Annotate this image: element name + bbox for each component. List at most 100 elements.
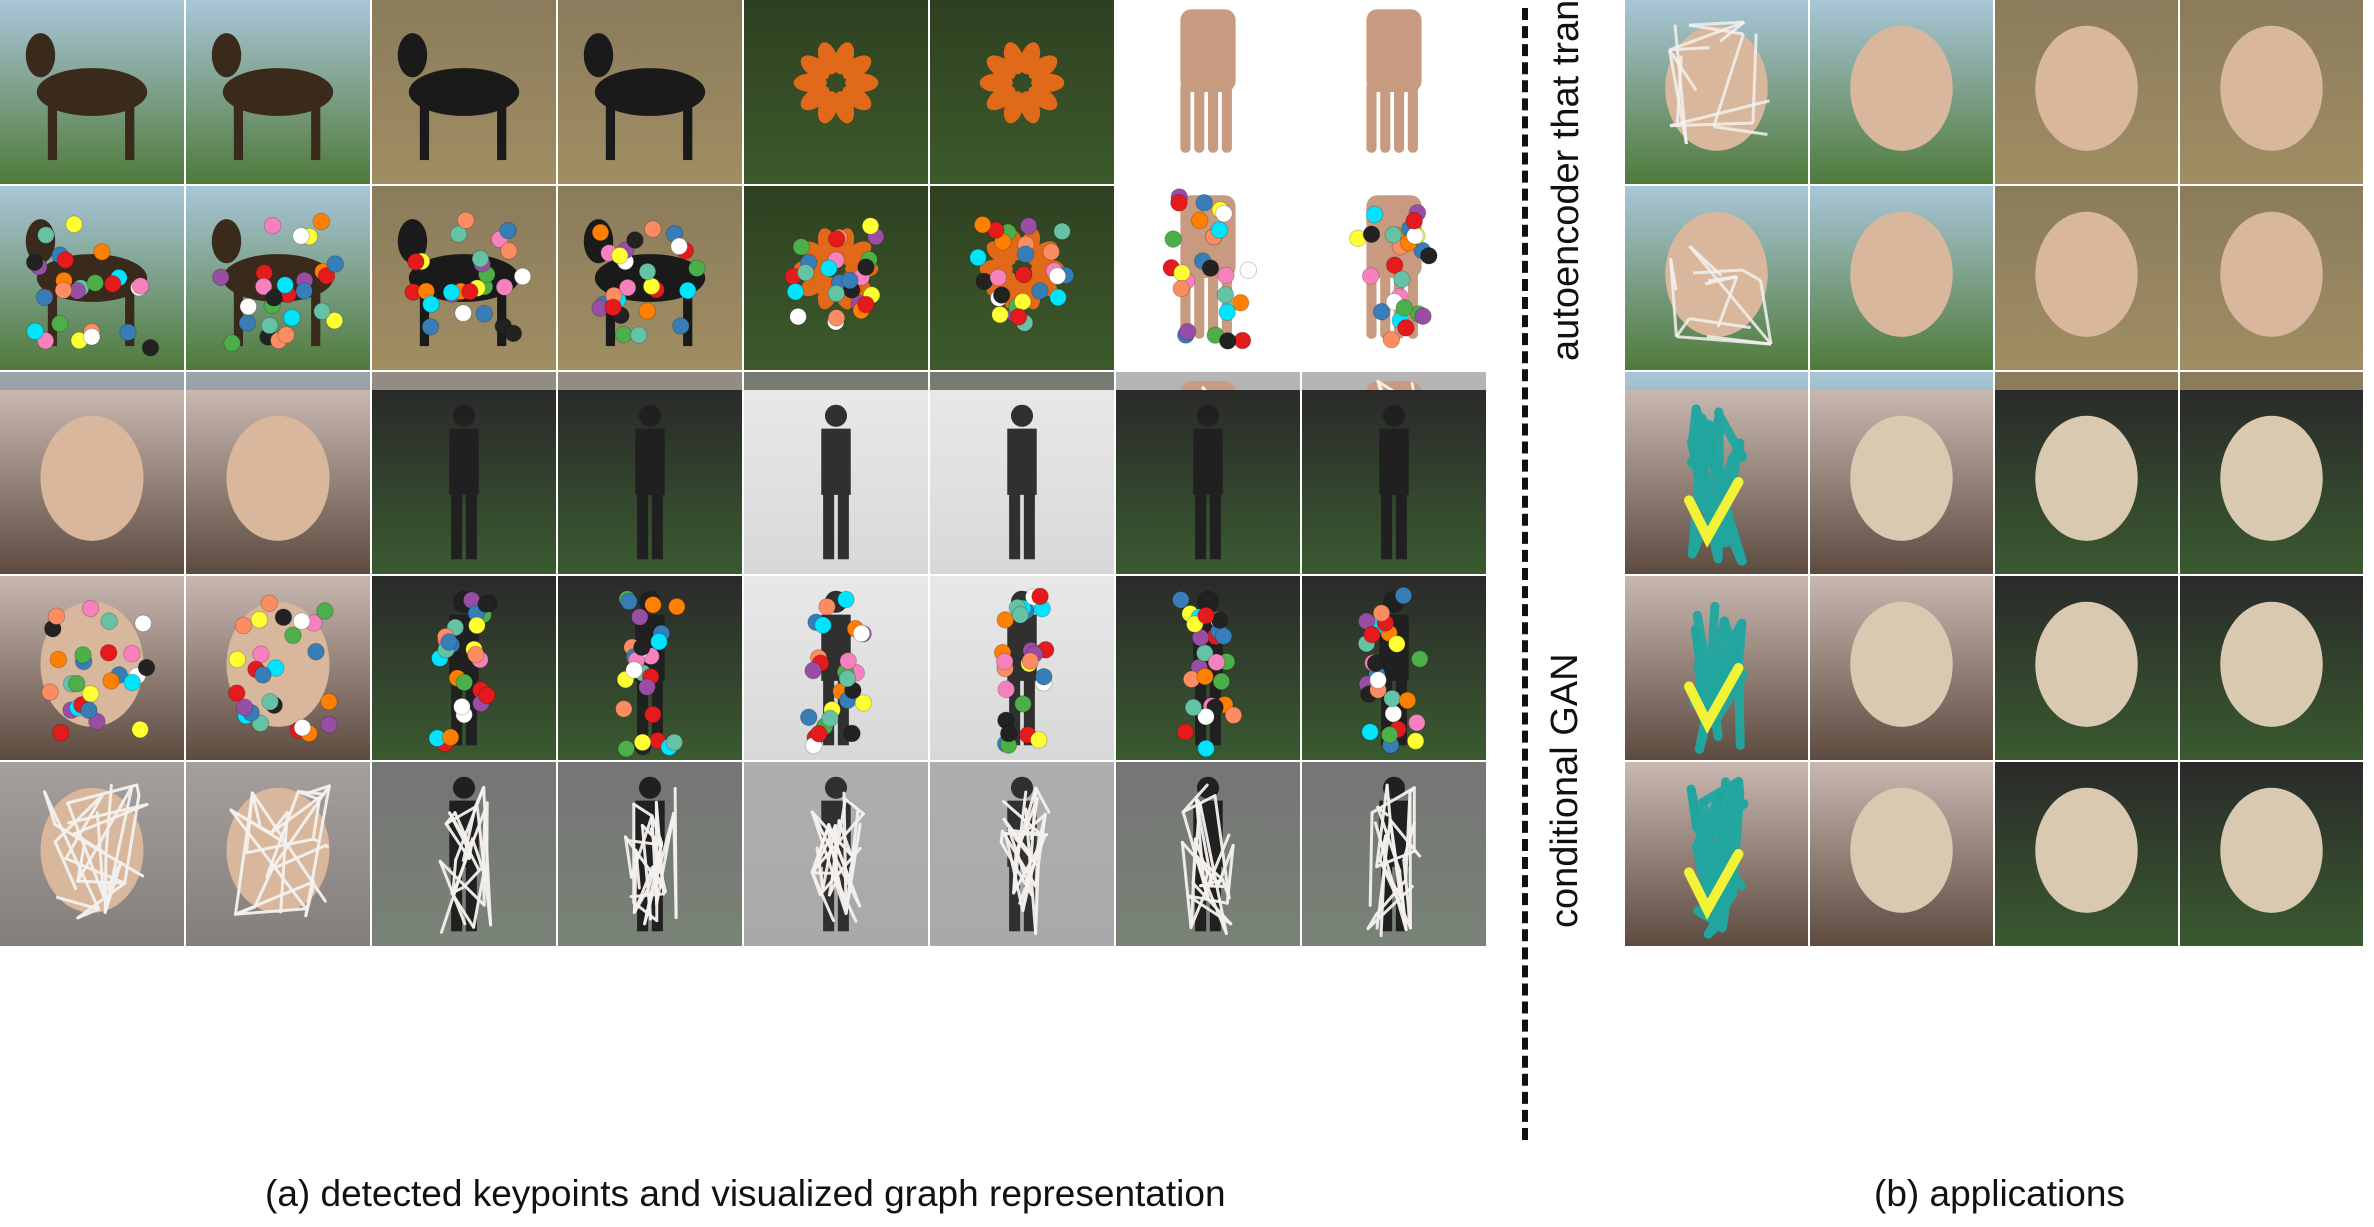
graph-edge [1194,797,1206,888]
keypoint-dot [1231,293,1250,312]
graph-edge [835,878,858,923]
keypoint-dot [41,683,59,701]
image-background [930,0,1114,184]
image-canvas [1116,186,1300,370]
subject-shape [2220,415,2323,541]
image-canvas [744,576,928,760]
keypoint-dot [1176,723,1195,741]
subject-shape [2035,25,2138,151]
keypoint-dot [1420,246,1438,265]
subject-shape [842,85,872,111]
keypoint-dot [1216,286,1235,304]
caption-a: (a) detected keypoints and visualized gr… [265,1173,1226,1214]
animal-image-cell [1810,576,1993,760]
graph-edge [53,840,78,890]
image-canvas [744,0,928,184]
graph-edge [1719,20,1746,43]
subject-shape [842,55,872,80]
image-canvas [930,0,1114,184]
graph-edge [64,793,104,860]
graph-edge [623,835,633,879]
subject-shape [25,33,56,78]
keypoint-dot [1201,259,1220,277]
graph-edge [73,802,149,836]
keypoint-dot [1014,265,1033,284]
keypoint-dot [407,253,425,271]
subject-shape [2220,211,2323,337]
subject-shape [497,101,507,161]
keypoint-dot [620,592,638,611]
subject-shape [638,776,662,799]
subject-shape [1009,679,1021,746]
animal-image-cell [2180,390,2363,574]
graph-edge [103,784,134,914]
keypoint-dot [1395,299,1414,317]
image-canvas [186,186,370,370]
keypoint-dot [1207,653,1226,672]
keypoint-dot [818,597,836,616]
subject-shape [594,68,706,116]
subject-shape [637,493,649,560]
keypoint-dot [313,302,331,321]
subject-shape [1395,493,1407,560]
graph-edge [1366,885,1414,931]
keypoint-dot [992,286,1011,304]
subject-shape [452,404,476,427]
subject-shape [1007,428,1037,495]
keypoint-dot [1031,281,1049,300]
keypoint-dot [633,733,652,752]
subject-shape [1180,9,1236,93]
graph-edge [296,790,326,796]
image-canvas [1810,390,1993,574]
graph-edge [1688,23,1744,36]
keypoint-dot [1021,652,1040,670]
keypoint-dot [837,590,855,609]
graph-edge [450,891,476,929]
keypoint-dot [1414,307,1432,325]
subject-shape [1019,91,1041,124]
subject-shape [637,679,649,746]
subject-shape [638,404,662,427]
graph-edge [1186,894,1233,926]
face-image-cell [2180,186,2363,370]
panel-b-bottom-grid [1625,390,2363,946]
keypoint-dot [51,724,70,742]
person-image-cell [372,390,556,574]
keypoint-dot [804,661,822,680]
keypoint-dot [838,669,857,688]
zebra-image-cell [558,0,742,184]
graph-edge [103,852,108,914]
keypoint-dot [1053,222,1071,241]
subject-shape [1193,428,1223,495]
image-canvas [1995,186,2178,370]
keypoint-dot [1170,194,1188,212]
subject-shape [408,68,520,116]
subject-shape [2035,211,2138,337]
graph-edge [76,881,127,920]
image-canvas [186,762,370,946]
keypoint-dot [991,305,1009,324]
graph-edge [448,811,473,850]
graph-edge [1014,812,1047,841]
image-canvas [2180,390,2363,574]
keypoint-dot [239,297,258,316]
keypoint-dot [1397,319,1415,337]
graph-edge [1374,878,1408,917]
keypoint-dot [123,673,141,692]
keypoint-dot [1406,226,1424,245]
subject-shape [211,33,242,78]
keypoint-dot [1406,732,1425,750]
subject-shape [800,85,830,111]
image-canvas [1302,186,1486,370]
subject-shape [1196,404,1220,427]
keypoint-dot [1218,303,1236,321]
graph-edge [827,878,839,897]
keypoint-dot [81,684,100,703]
graph-edge [1198,801,1228,935]
image-canvas [2180,576,2363,760]
keypoint-dot [449,225,468,243]
keypoint-dot [99,643,118,662]
graph-edge [843,797,865,816]
keypoint-dot [670,237,688,256]
keypoint-dot [283,308,301,327]
